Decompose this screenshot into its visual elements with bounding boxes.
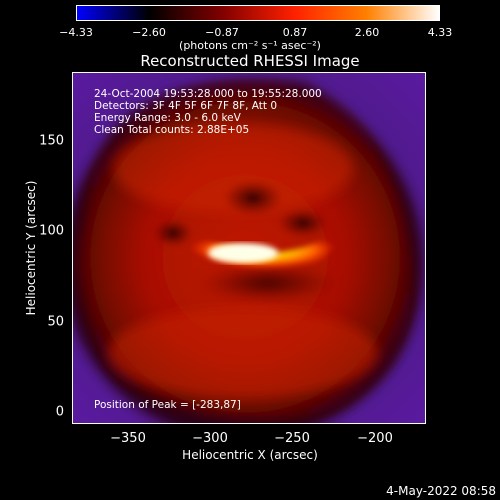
y-tick-label: 0 bbox=[55, 404, 64, 420]
plot-title: Reconstructed RHESSI Image bbox=[140, 52, 360, 70]
x-tick-label: −250 bbox=[274, 431, 310, 446]
datestamp: 4-May-2022 08:58 bbox=[386, 484, 496, 498]
info-energy-range: Energy Range: 3.0 - 6.0 keV bbox=[94, 112, 241, 124]
image-plot-area bbox=[72, 72, 426, 424]
info-detectors: Detectors: 3F 4F 5F 6F 7F 8F, Att 0 bbox=[94, 100, 278, 112]
colorbar-units: (photons cm⁻² s⁻¹ asec⁻²) bbox=[179, 39, 321, 52]
colorbar-tick: 4.33 bbox=[427, 26, 453, 39]
info-peak-position: Position of Peak = [-283,87] bbox=[94, 399, 241, 411]
colorbar-tick: −4.33 bbox=[59, 26, 93, 39]
x-tick-label: −350 bbox=[110, 431, 146, 446]
colorbar bbox=[76, 5, 440, 21]
x-tick-label: −200 bbox=[357, 431, 393, 446]
colorbar-tick: 2.60 bbox=[354, 26, 380, 39]
colorbar-tick: −2.60 bbox=[132, 26, 166, 39]
info-total-counts: Clean Total counts: 2.88E+05 bbox=[94, 124, 250, 136]
x-tick-label: −300 bbox=[192, 431, 228, 446]
x-axis-label: Heliocentric X (arcsec) bbox=[182, 448, 318, 462]
y-tick-label: 50 bbox=[47, 314, 64, 330]
y-tick-label: 150 bbox=[39, 133, 64, 149]
rhessi-image bbox=[73, 73, 425, 423]
colorbar-tick: −0.87 bbox=[205, 26, 239, 39]
info-time-range: 24-Oct-2004 19:53:28.000 to 19:55:28.000 bbox=[94, 88, 322, 100]
y-axis-label: Heliocentric Y (arcsec) bbox=[24, 180, 38, 316]
colorbar-tick: 0.87 bbox=[282, 26, 308, 39]
y-tick-label: 100 bbox=[39, 223, 64, 239]
